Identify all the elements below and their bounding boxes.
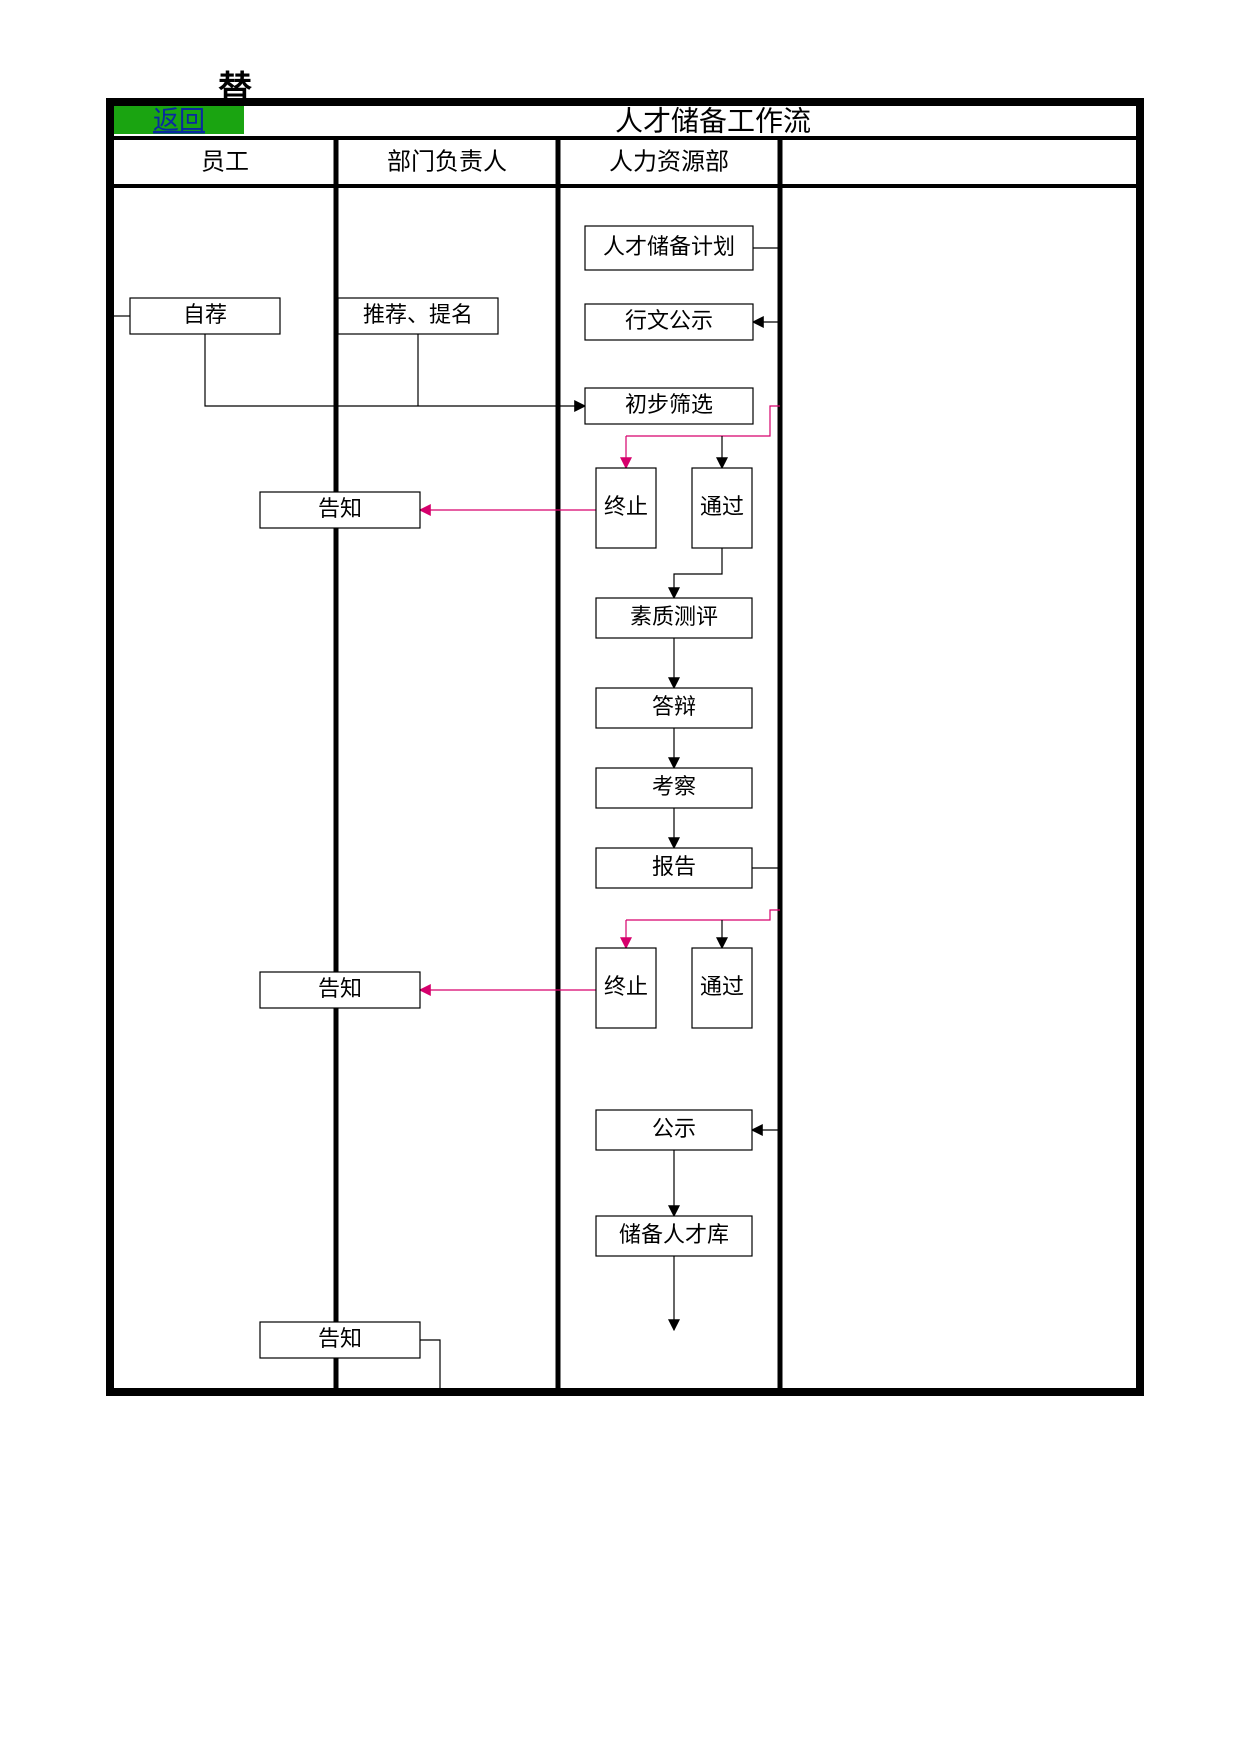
flow-node-notice: 行文公示 [585,304,753,340]
flow-node-inspect: 考察 [596,768,752,808]
flow-edge [205,334,560,406]
flow-node-label: 素质测评 [630,604,718,629]
decor-label: 替 [218,70,252,108]
flow-edge [626,910,780,920]
flow-node-label: 终止 [604,974,648,999]
flow-node-label: 通过 [700,974,744,999]
flowchart-canvas: 返回替人才储备工作流员工 部门负责人 人力资源部人才储备计划行文公示 自荐 推荐、提名初… [0,0,1242,1754]
flow-node-pass2: 通过 [692,948,752,1028]
flow-node-label: 行文公示 [625,308,713,333]
flow-node-defense: 答辩 [596,688,752,728]
flow-node-label: 告知 [318,496,362,521]
flow-node-label: 终止 [604,494,648,519]
flow-node-label: 公示 [652,1116,696,1141]
flow-node-label: 推荐、提名 [363,302,473,327]
flow-node-inform2: 告知 [260,972,420,1008]
diagram-title: 人才储备工作流 [615,105,811,137]
flow-node-label: 初步筛选 [625,392,713,417]
flow-node-publish: 公示 [596,1110,752,1150]
flow-node-screen: 初步筛选 [585,388,753,424]
flow-node-label: 报告 [652,854,696,879]
flow-node-plan: 人才储备计划 [585,226,753,270]
flow-node-quality: 素质测评 [596,598,752,638]
flow-node-term1: 终止 [596,468,656,548]
flow-node-label: 通过 [700,494,744,519]
nodes-layer: 人才储备计划行文公示自荐推荐、提名初步筛选终止通过告知素质测评答辩考察报告终止通… [130,226,753,1358]
flow-node-label: 答辩 [652,694,696,719]
flow-node-self: 自荐 [130,298,280,334]
flow-node-label: 人才储备计划 [603,234,735,259]
back-button[interactable]: 返回 [114,105,244,135]
flow-node-label: 告知 [318,976,362,1001]
flow-node-recom: 推荐、提名 [338,298,498,334]
flow-node-pool: 储备人才库 [596,1216,752,1256]
flow-node-label: 储备人才库 [619,1222,729,1247]
page: 返回替人才储备工作流员工 部门负责人 人力资源部人才储备计划行文公示 自荐 推荐、提名初… [0,0,1242,1754]
flow-node-pass1: 通过 [692,468,752,548]
flow-node-inform3: 告知 [260,1322,420,1358]
flow-node-label: 告知 [318,1326,362,1351]
lane-header-emp: 员工 [201,150,249,176]
flow-edge [674,548,722,598]
lane-header-mgr: 部门负责人 [387,149,507,176]
flow-node-report: 报告 [596,848,752,888]
flow-edge [420,1340,440,1392]
flow-node-inform1: 告知 [260,492,420,528]
flow-node-label: 考察 [652,774,696,799]
flow-node-label: 自荐 [183,302,227,327]
flow-node-term2: 终止 [596,948,656,1028]
back-button-label: 返回 [153,105,205,135]
lane-header-hr: 人力资源部 [609,149,729,176]
